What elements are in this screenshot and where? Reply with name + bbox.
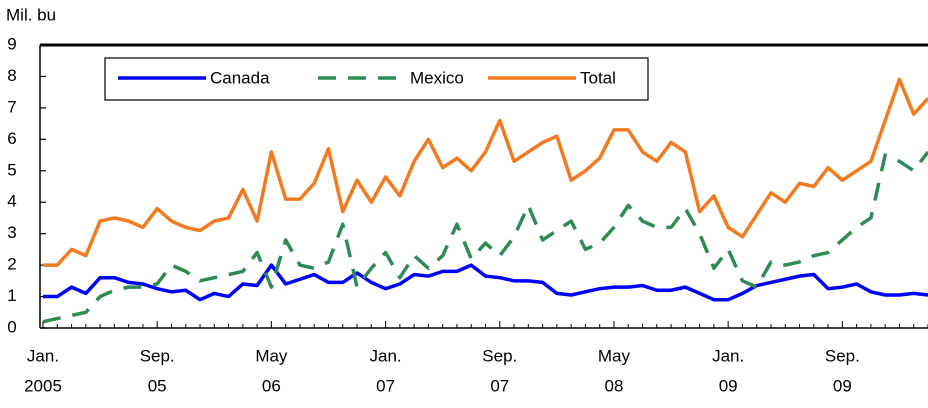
y-tick-label: 3	[7, 223, 16, 242]
legend-label: Total	[580, 68, 616, 87]
y-tick-label: 7	[7, 97, 16, 116]
x-tick-label: Sep.	[140, 346, 175, 365]
legend-label: Mexico	[410, 68, 464, 87]
x-tick-label: Sep.	[825, 346, 860, 365]
x-tick-label: 06	[262, 376, 281, 395]
x-tick-label: 09	[833, 376, 852, 395]
y-tick-label: 8	[7, 66, 16, 85]
x-tick-label: 07	[490, 376, 509, 395]
series-line	[43, 77, 928, 267]
y-axis-label: Mil. bu	[6, 5, 56, 24]
series-line	[42, 150, 928, 324]
series-line	[43, 263, 928, 302]
x-tick-label: Jan.	[370, 346, 402, 365]
y-tick-label: 6	[7, 129, 16, 148]
y-tick-label: 4	[7, 192, 16, 211]
x-tick-label: Jan.	[712, 346, 744, 365]
x-tick-label: May	[255, 346, 288, 365]
y-tick-label: 2	[7, 255, 16, 274]
y-tick-label: 9	[7, 34, 16, 53]
y-tick-label: 5	[7, 160, 16, 179]
x-tick-label: 07	[376, 376, 395, 395]
y-tick-label: 1	[7, 286, 16, 305]
y-tick-label: 0	[7, 317, 16, 336]
x-tick-label: 05	[148, 376, 167, 395]
x-tick-label: Sep.	[482, 346, 517, 365]
x-tick-label: Jan.	[27, 346, 59, 365]
x-tick-label: May	[598, 346, 631, 365]
x-tick-label: 2005	[24, 376, 62, 395]
legend-label: Canada	[210, 68, 270, 87]
x-tick-label: 08	[605, 376, 624, 395]
x-tick-label: 09	[719, 376, 738, 395]
